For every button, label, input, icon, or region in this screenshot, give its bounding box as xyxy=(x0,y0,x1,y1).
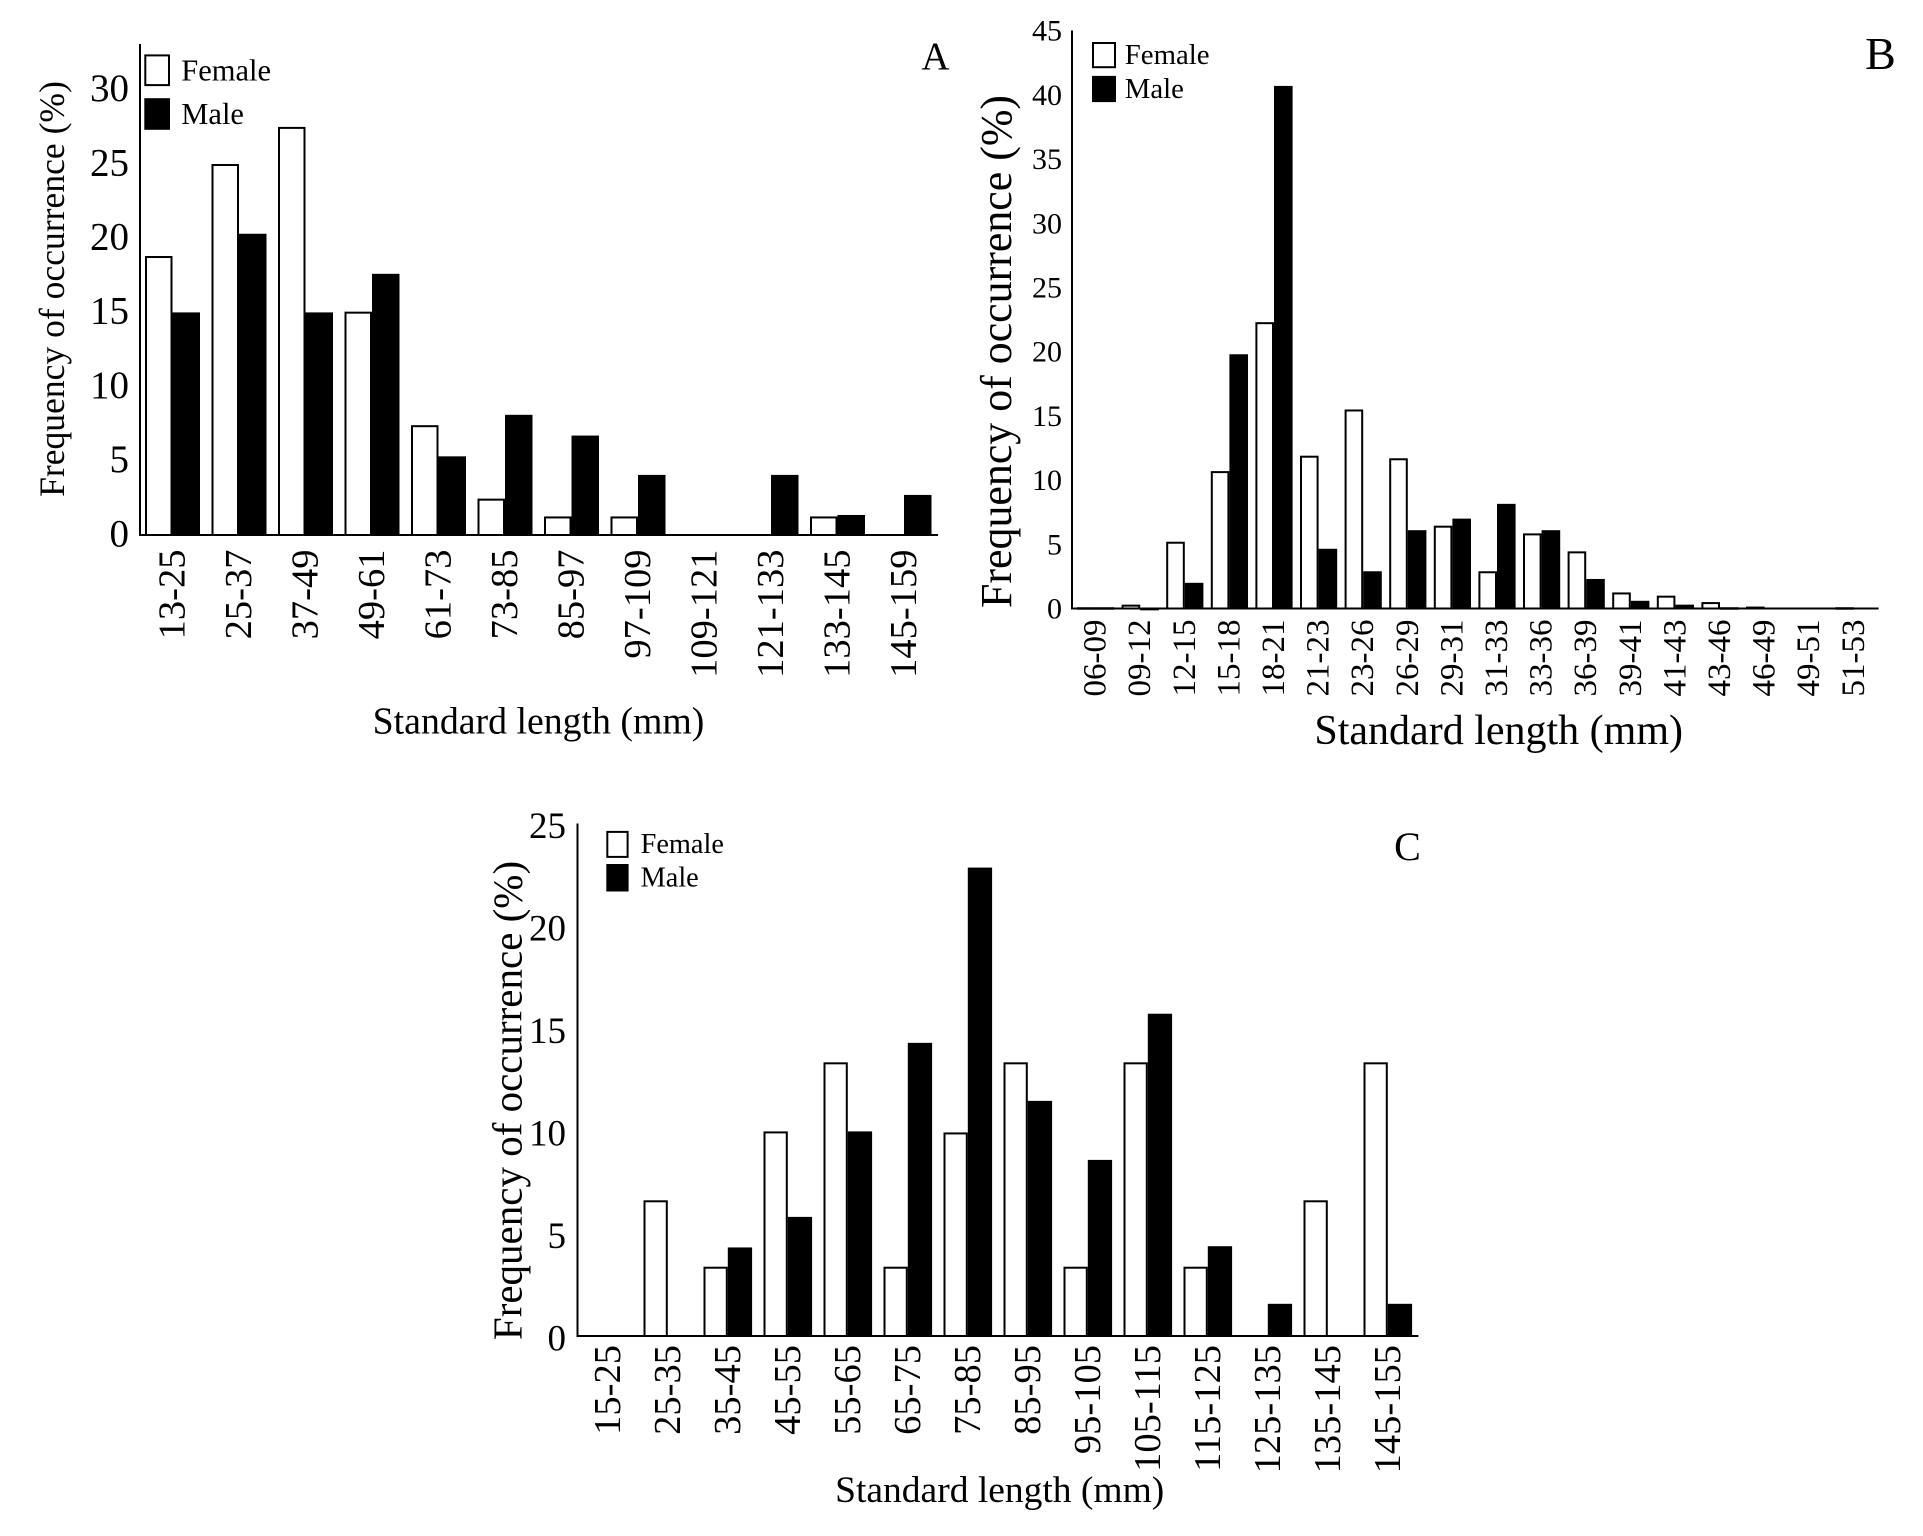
svg-text:85-97: 85-97 xyxy=(551,550,593,640)
svg-text:13-25: 13-25 xyxy=(152,550,194,640)
svg-text:0: 0 xyxy=(110,512,130,555)
svg-text:33-36: 33-36 xyxy=(1524,620,1560,697)
svg-text:25-35: 25-35 xyxy=(647,1345,689,1435)
svg-text:145-155: 145-155 xyxy=(1367,1345,1409,1473)
svg-text:29-31: 29-31 xyxy=(1434,620,1470,697)
svg-text:Female: Female xyxy=(641,829,724,860)
svg-text:Female: Female xyxy=(1125,39,1210,71)
svg-text:15: 15 xyxy=(1032,400,1062,433)
svg-text:105-115: 105-115 xyxy=(1127,1345,1169,1472)
svg-text:37-49: 37-49 xyxy=(285,550,327,640)
svg-text:41-43: 41-43 xyxy=(1657,620,1693,697)
svg-text:121-133: 121-133 xyxy=(750,550,792,678)
svg-text:36-39: 36-39 xyxy=(1568,620,1604,697)
svg-text:20: 20 xyxy=(529,909,566,950)
svg-text:Male: Male xyxy=(641,862,699,893)
svg-text:109-121: 109-121 xyxy=(684,550,726,678)
svg-text:25: 25 xyxy=(1032,272,1062,305)
svg-text:49-51: 49-51 xyxy=(1791,620,1827,697)
svg-text:26-29: 26-29 xyxy=(1390,620,1426,697)
svg-text:85-95: 85-95 xyxy=(1007,1345,1049,1435)
svg-text:30: 30 xyxy=(1032,207,1062,240)
svg-text:Male: Male xyxy=(1125,73,1184,105)
svg-text:145-159: 145-159 xyxy=(883,550,925,678)
svg-text:40: 40 xyxy=(1032,79,1062,112)
svg-text:46-49: 46-49 xyxy=(1747,620,1783,697)
svg-text:06-09: 06-09 xyxy=(1078,620,1114,697)
svg-text:5: 5 xyxy=(110,438,130,481)
svg-text:B: B xyxy=(1865,28,1896,79)
svg-text:15: 15 xyxy=(529,1011,566,1052)
svg-text:Frequency of occurrence (%): Frequency of occurrence (%) xyxy=(32,81,72,497)
svg-text:15: 15 xyxy=(90,290,129,333)
svg-text:15-25: 15-25 xyxy=(587,1345,629,1435)
svg-text:18-21: 18-21 xyxy=(1256,620,1292,697)
svg-text:73-85: 73-85 xyxy=(484,550,526,640)
svg-text:49-61: 49-61 xyxy=(351,550,393,640)
svg-text:10: 10 xyxy=(1032,464,1062,497)
svg-text:95-105: 95-105 xyxy=(1067,1345,1109,1454)
svg-text:10: 10 xyxy=(529,1114,566,1155)
svg-text:Female: Female xyxy=(181,53,271,87)
svg-text:15-18: 15-18 xyxy=(1211,620,1247,697)
svg-text:97-109: 97-109 xyxy=(617,550,659,659)
svg-text:10: 10 xyxy=(90,364,129,407)
svg-text:0: 0 xyxy=(1047,593,1062,626)
svg-text:5: 5 xyxy=(548,1216,567,1257)
svg-text:135-145: 135-145 xyxy=(1307,1345,1349,1473)
svg-text:C: C xyxy=(1394,824,1421,869)
svg-text:Standard length (mm): Standard length (mm) xyxy=(373,700,705,742)
svg-text:Frequency of occurrence (%): Frequency of occurrence (%) xyxy=(973,95,1021,608)
svg-text:75-85: 75-85 xyxy=(947,1345,989,1435)
svg-text:Frequency of occurrence (%): Frequency of occurrence (%) xyxy=(485,861,531,1340)
svg-text:A: A xyxy=(921,35,949,78)
svg-text:31-33: 31-33 xyxy=(1479,620,1515,697)
svg-text:0: 0 xyxy=(548,1319,567,1360)
svg-text:45-55: 45-55 xyxy=(767,1345,809,1435)
svg-text:20: 20 xyxy=(1032,336,1062,369)
svg-text:61-73: 61-73 xyxy=(418,550,460,640)
svg-text:Standard length (mm): Standard length (mm) xyxy=(1314,708,1683,754)
svg-text:45: 45 xyxy=(1032,15,1062,48)
svg-text:23-26: 23-26 xyxy=(1345,620,1381,697)
svg-text:35-45: 35-45 xyxy=(707,1345,749,1435)
svg-text:09-12: 09-12 xyxy=(1122,620,1158,697)
svg-text:115-125: 115-125 xyxy=(1187,1345,1229,1472)
svg-text:30: 30 xyxy=(90,67,129,110)
svg-text:5: 5 xyxy=(1047,528,1062,561)
svg-text:39-41: 39-41 xyxy=(1613,620,1649,697)
svg-text:20: 20 xyxy=(90,216,129,259)
svg-text:25-37: 25-37 xyxy=(218,550,260,640)
svg-text:21-23: 21-23 xyxy=(1301,620,1337,697)
svg-text:35: 35 xyxy=(1032,143,1062,176)
svg-text:55-65: 55-65 xyxy=(827,1345,869,1435)
svg-text:133-145: 133-145 xyxy=(817,550,859,678)
svg-text:25: 25 xyxy=(90,141,129,184)
svg-text:Male: Male xyxy=(181,97,244,131)
svg-text:51-53: 51-53 xyxy=(1836,620,1872,697)
svg-text:Standard length (mm): Standard length (mm) xyxy=(835,1470,1164,1511)
svg-text:65-75: 65-75 xyxy=(887,1345,929,1435)
svg-text:12-15: 12-15 xyxy=(1167,620,1203,697)
svg-text:43-46: 43-46 xyxy=(1702,620,1738,697)
svg-text:125-135: 125-135 xyxy=(1247,1345,1289,1473)
svg-text:25: 25 xyxy=(529,806,566,847)
